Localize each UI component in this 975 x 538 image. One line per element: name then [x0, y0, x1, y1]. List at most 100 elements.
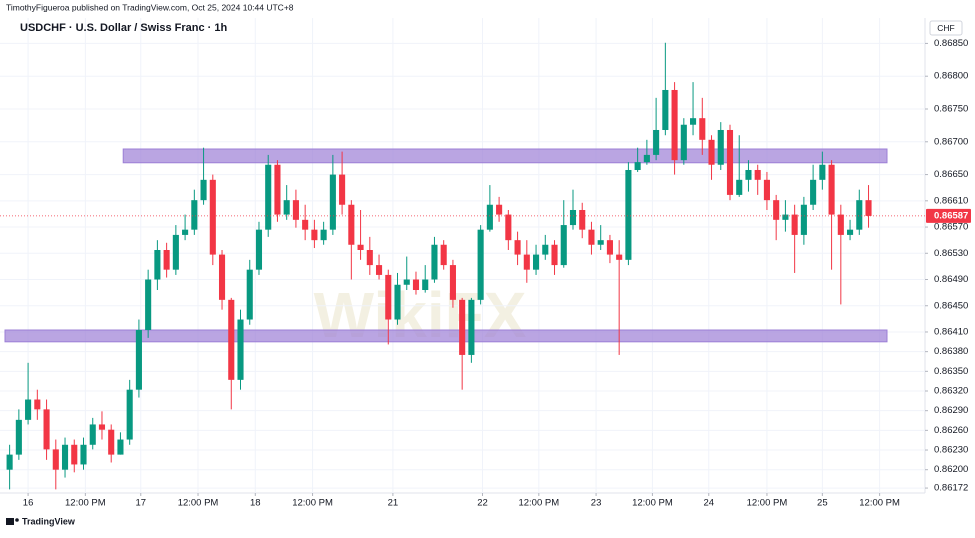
last-price-label: 0.86587 — [934, 210, 968, 221]
candle-body — [292, 200, 299, 220]
y-tick-label: 0.86200 — [934, 464, 968, 475]
candle-body — [117, 439, 124, 455]
candle-body — [71, 444, 78, 465]
chart-title: USDCHF · U.S. Dollar / Swiss Franc · 1h — [20, 22, 227, 34]
candle-body — [15, 419, 22, 455]
candle-body — [135, 330, 142, 390]
x-tick-label: 21 — [388, 498, 399, 509]
y-tick-label: 0.86800 — [934, 71, 968, 82]
candle-body — [237, 319, 244, 380]
candle-body — [643, 154, 650, 163]
logo-dot — [15, 518, 19, 522]
candle-body — [172, 234, 179, 270]
candle-body — [255, 229, 263, 270]
candle-body — [551, 244, 558, 266]
y-tick-label: 0.86380 — [934, 346, 968, 357]
candle-body — [690, 118, 697, 125]
x-tick-label: 12:00 PM — [292, 498, 333, 509]
candle-body — [80, 444, 87, 465]
candle-body — [486, 204, 493, 230]
candle-body — [763, 179, 770, 201]
x-tick-label: 22 — [477, 498, 488, 509]
candle-body — [6, 454, 13, 470]
zones — [4, 148, 888, 343]
candle-body — [505, 214, 512, 241]
candle-body — [865, 200, 872, 216]
candle-body — [671, 89, 678, 161]
footer-brand: TradingView — [22, 516, 76, 526]
candle-body — [856, 200, 863, 230]
candle-body — [634, 162, 641, 170]
x-tick-label: 12:00 PM — [518, 498, 559, 509]
candle-body — [34, 399, 41, 410]
y-tick-label: 0.86650 — [934, 169, 968, 180]
candle-body — [320, 229, 327, 241]
candle-body — [606, 240, 613, 255]
candle-body — [89, 424, 96, 445]
candle-body — [329, 174, 336, 230]
support-resistance-zone — [122, 148, 888, 164]
candle-body — [385, 274, 392, 320]
candle-body — [191, 200, 198, 230]
y-tick-label: 0.86700 — [934, 136, 968, 147]
candle-body — [209, 179, 216, 255]
candle-body — [847, 229, 854, 235]
candle-body — [43, 409, 50, 450]
candle-body — [108, 429, 115, 455]
candle-body — [348, 204, 355, 245]
candle-body — [154, 250, 161, 280]
candle-body — [616, 254, 623, 260]
candle-body — [560, 225, 567, 266]
candle-body — [449, 265, 456, 300]
x-tick-label: 18 — [250, 498, 261, 509]
y-tick-label: 0.86850 — [934, 38, 968, 49]
x-tick-label: 12:00 PM — [859, 498, 900, 509]
candle-body — [274, 164, 281, 215]
candle-body — [791, 214, 798, 235]
y-tick-label: 0.86570 — [934, 222, 968, 233]
candle-body — [828, 164, 835, 215]
currency: CHF — [937, 23, 954, 33]
candle-body — [25, 399, 32, 420]
y-tick-label: 0.86490 — [934, 274, 968, 285]
candle-body — [745, 169, 752, 180]
candle-body — [440, 244, 447, 266]
x-tick-label: 12:00 PM — [632, 498, 673, 509]
candle-body — [569, 209, 577, 226]
y-tick-label: 0.86450 — [934, 300, 968, 311]
y-tick-label: 0.86172 — [934, 483, 968, 494]
candle-body — [754, 169, 761, 180]
candle-body — [782, 214, 789, 220]
candle-body — [283, 200, 290, 215]
candle-body — [625, 169, 632, 260]
axes: 0.86850 0.86800 0.86750 0.86700 0.86650 0.866… — [23, 38, 971, 509]
candle-body — [61, 444, 69, 470]
y-tick-label: 0.86350 — [934, 366, 968, 377]
y-tick-label: 0.86320 — [934, 386, 968, 397]
candle-body — [810, 179, 817, 205]
x-tick-label: 17 — [135, 498, 146, 509]
candle-body — [145, 279, 152, 331]
candle-body — [246, 269, 253, 320]
candle-body — [357, 244, 364, 250]
candle-body — [200, 179, 207, 201]
y-tick-label: 0.86260 — [934, 425, 968, 436]
candle-body — [773, 200, 780, 220]
candle-body — [708, 139, 715, 165]
y-tick-label: 0.86290 — [934, 405, 968, 416]
candle-body — [837, 214, 844, 235]
candle-body — [422, 279, 429, 291]
candle-body — [542, 244, 549, 255]
x-tick-label: 25 — [817, 498, 828, 509]
y-tick-label: 0.86410 — [934, 326, 968, 337]
y-tick-label: 0.86610 — [934, 195, 968, 206]
candle-body — [126, 389, 133, 440]
candle-body — [726, 129, 734, 195]
y-tick-label: 0.86750 — [934, 104, 968, 115]
candle-body — [375, 265, 383, 275]
currency-box[interactable] — [929, 20, 963, 36]
candle-body — [653, 129, 660, 155]
x-tick-label: 24 — [703, 498, 714, 509]
y-tick-label: 0.86230 — [934, 445, 968, 456]
